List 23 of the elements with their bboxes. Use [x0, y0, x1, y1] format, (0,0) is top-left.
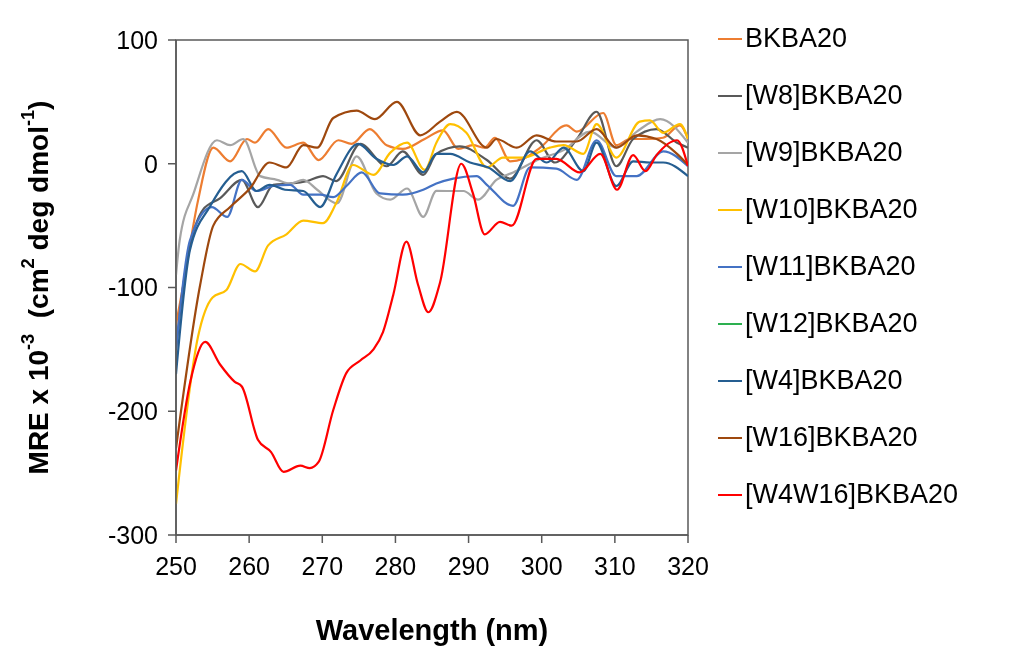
x-tick-label: 260	[228, 551, 270, 580]
x-tick-label: 290	[447, 551, 490, 580]
legend-label: [W11]BKBA20	[745, 251, 916, 282]
legend-label: [W4W16]BKBA20	[745, 479, 959, 510]
y-tick-label: -100	[107, 273, 158, 302]
legend-label: [W10]BKBA20	[745, 194, 918, 225]
legend-label: [W12]BKBA20	[745, 308, 918, 339]
legend-label: [W9]BKBA20	[745, 137, 903, 168]
y-tick-label: 0	[144, 149, 158, 178]
x-tick-label: 300	[520, 551, 563, 580]
legend-label: [W4]BKBA20	[745, 365, 903, 396]
legend-label: BKBA20	[745, 23, 848, 54]
legend-label: [W16]BKBA20	[745, 422, 918, 453]
y-tick-label: -200	[107, 397, 158, 426]
x-tick-label: 270	[301, 551, 344, 580]
x-tick-label: 320	[667, 551, 709, 580]
x-axis-title: Wavelength (nm)	[315, 614, 549, 646]
x-tick-label: 280	[374, 551, 417, 580]
x-tick-label: 310	[594, 551, 636, 580]
legend-label: [W8]BKBA20	[745, 80, 903, 111]
x-tick-label: 250	[155, 551, 197, 580]
y-tick-label: 100	[116, 25, 158, 54]
y-tick-label: -300	[107, 520, 158, 549]
